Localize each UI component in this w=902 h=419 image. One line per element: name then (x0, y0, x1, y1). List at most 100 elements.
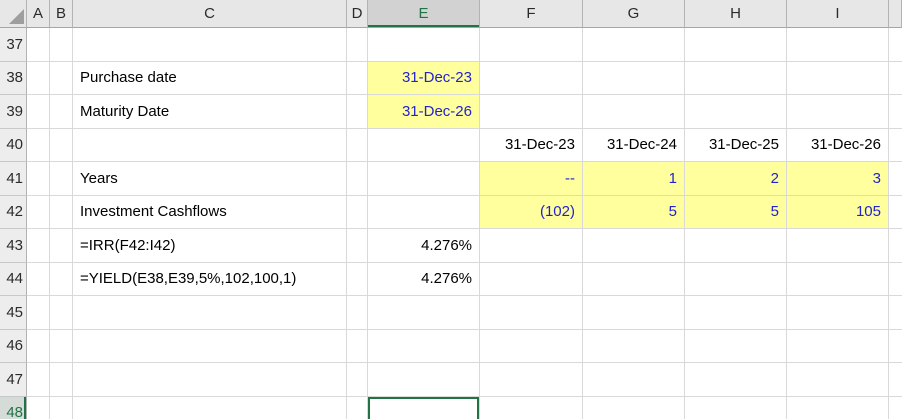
cell-partial-row-45[interactable] (889, 296, 902, 330)
cell-C42[interactable]: Investment Cashflows (73, 195, 347, 229)
cell-partial-row-38[interactable] (889, 61, 902, 95)
cell-B39[interactable] (50, 95, 73, 129)
row-header-45[interactable]: 45 (0, 296, 27, 330)
row-header-38[interactable]: 38 (0, 61, 27, 95)
row-header-40[interactable]: 40 (0, 128, 27, 162)
column-header-B[interactable]: B (50, 0, 73, 28)
cell-partial-row-37[interactable] (889, 28, 902, 62)
cell-I37[interactable] (787, 28, 889, 62)
cell-D44[interactable] (347, 262, 368, 296)
cell-A48[interactable] (27, 396, 50, 419)
cell-B48[interactable] (50, 396, 73, 419)
cell-C44[interactable]: =YIELD(E38,E39,5%,102,100,1) (73, 262, 347, 296)
cell-E43[interactable]: 4.276% (368, 229, 480, 263)
cell-partial-row-44[interactable] (889, 262, 902, 296)
cell-A43[interactable] (27, 229, 50, 263)
cell-F47[interactable] (480, 363, 583, 397)
cell-C45[interactable] (73, 296, 347, 330)
cell-F46[interactable] (480, 329, 583, 363)
cell-partial-row-46[interactable] (889, 329, 902, 363)
cell-D45[interactable] (347, 296, 368, 330)
cell-I41[interactable]: 3 (787, 162, 889, 196)
column-header-D[interactable]: D (347, 0, 368, 28)
cell-E44[interactable]: 4.276% (368, 262, 480, 296)
cell-partial-row-40[interactable] (889, 128, 902, 162)
column-header-E[interactable]: E (368, 0, 480, 28)
cell-F48[interactable] (480, 396, 583, 419)
column-header-G[interactable]: G (583, 0, 685, 28)
cell-G48[interactable] (583, 396, 685, 419)
cell-C39[interactable]: Maturity Date (73, 95, 347, 129)
cell-F42[interactable]: (102) (480, 195, 583, 229)
cell-partial-row-48[interactable] (889, 396, 902, 419)
cell-E46[interactable] (368, 329, 480, 363)
cell-C40[interactable] (73, 128, 347, 162)
cell-I47[interactable] (787, 363, 889, 397)
column-header-partial[interactable] (889, 0, 902, 28)
cell-D40[interactable] (347, 128, 368, 162)
cell-F39[interactable] (480, 95, 583, 129)
cell-B38[interactable] (50, 61, 73, 95)
cell-A37[interactable] (27, 28, 50, 62)
cell-H47[interactable] (685, 363, 787, 397)
cell-H46[interactable] (685, 329, 787, 363)
cell-H44[interactable] (685, 262, 787, 296)
column-header-A[interactable]: A (27, 0, 50, 28)
cell-D43[interactable] (347, 229, 368, 263)
cell-G39[interactable] (583, 95, 685, 129)
cell-H41[interactable]: 2 (685, 162, 787, 196)
cell-G44[interactable] (583, 262, 685, 296)
cell-D42[interactable] (347, 195, 368, 229)
cell-F43[interactable] (480, 229, 583, 263)
cell-partial-row-42[interactable] (889, 195, 902, 229)
row-header-47[interactable]: 47 (0, 363, 27, 397)
cell-B43[interactable] (50, 229, 73, 263)
column-header-I[interactable]: I (787, 0, 889, 28)
cell-D37[interactable] (347, 28, 368, 62)
cell-B41[interactable] (50, 162, 73, 196)
cell-E38[interactable]: 31-Dec-23 (368, 61, 480, 95)
cell-I45[interactable] (787, 296, 889, 330)
cell-F45[interactable] (480, 296, 583, 330)
cell-G45[interactable] (583, 296, 685, 330)
cell-B42[interactable] (50, 195, 73, 229)
cell-B37[interactable] (50, 28, 73, 62)
cell-B44[interactable] (50, 262, 73, 296)
cell-I46[interactable] (787, 329, 889, 363)
select-all-corner[interactable] (0, 0, 27, 28)
cell-C47[interactable] (73, 363, 347, 397)
cell-C41[interactable]: Years (73, 162, 347, 196)
cell-I38[interactable] (787, 61, 889, 95)
cell-E42[interactable] (368, 195, 480, 229)
cell-E47[interactable] (368, 363, 480, 397)
cell-F40[interactable]: 31-Dec-23 (480, 128, 583, 162)
cell-I40[interactable]: 31-Dec-26 (787, 128, 889, 162)
cell-D46[interactable] (347, 329, 368, 363)
cell-B45[interactable] (50, 296, 73, 330)
cell-partial-row-39[interactable] (889, 95, 902, 129)
cell-G37[interactable] (583, 28, 685, 62)
cell-I42[interactable]: 105 (787, 195, 889, 229)
cell-F44[interactable] (480, 262, 583, 296)
cell-A39[interactable] (27, 95, 50, 129)
cell-E48[interactable] (368, 396, 480, 419)
cell-D39[interactable] (347, 95, 368, 129)
cell-A42[interactable] (27, 195, 50, 229)
cell-E40[interactable] (368, 128, 480, 162)
cell-partial-row-47[interactable] (889, 363, 902, 397)
cell-partial-row-41[interactable] (889, 162, 902, 196)
cell-A40[interactable] (27, 128, 50, 162)
cell-F37[interactable] (480, 28, 583, 62)
cell-A38[interactable] (27, 61, 50, 95)
cell-C48[interactable] (73, 396, 347, 419)
cell-G42[interactable]: 5 (583, 195, 685, 229)
cell-G47[interactable] (583, 363, 685, 397)
cell-H45[interactable] (685, 296, 787, 330)
cell-B46[interactable] (50, 329, 73, 363)
cell-I44[interactable] (787, 262, 889, 296)
cell-A44[interactable] (27, 262, 50, 296)
cell-H43[interactable] (685, 229, 787, 263)
cell-B40[interactable] (50, 128, 73, 162)
cell-D41[interactable] (347, 162, 368, 196)
cell-G46[interactable] (583, 329, 685, 363)
